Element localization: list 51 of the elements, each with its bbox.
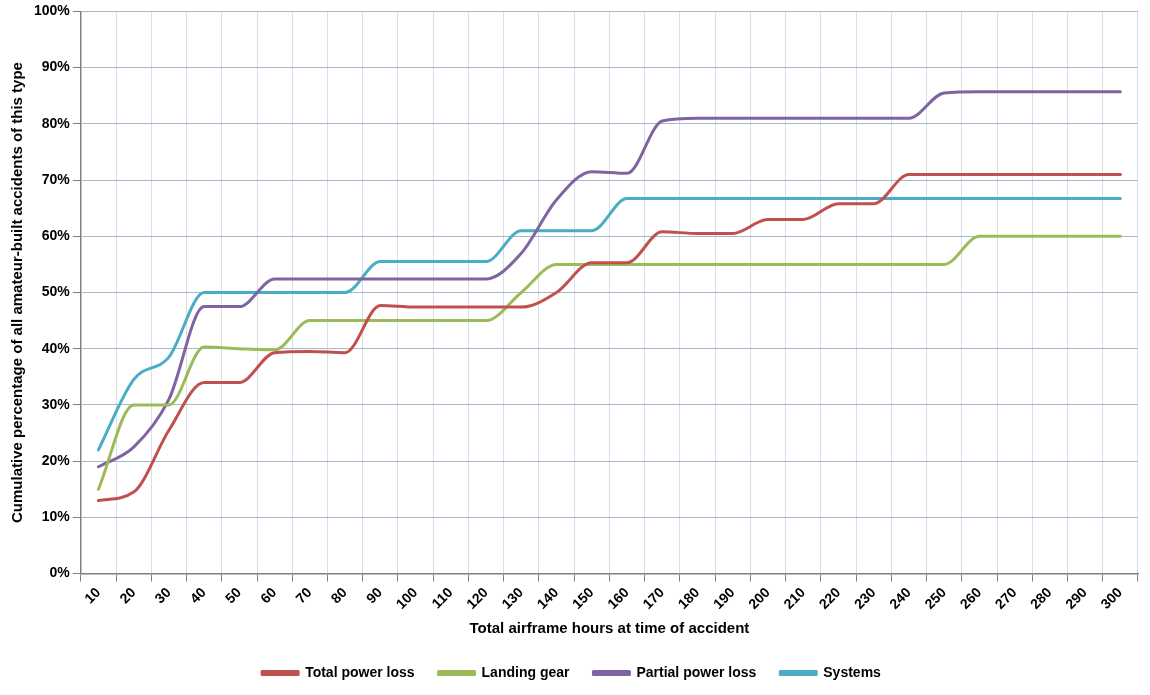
x-tick-label: 100 (392, 583, 421, 612)
x-tick-label: 300 (1097, 583, 1126, 612)
x-tick-label: 170 (639, 583, 668, 612)
x-tick-label: 200 (745, 583, 773, 612)
x-tick-label: 190 (709, 583, 738, 612)
legend-label: Total power loss (305, 663, 415, 680)
y-tick-label: 10% (41, 508, 71, 525)
x-tick-label: 40 (186, 583, 210, 607)
x-tick-label: 110 (428, 583, 456, 612)
x-tick-label: 250 (921, 583, 950, 612)
line-series (96, 90, 1122, 469)
y-tick-label: 50% (41, 283, 71, 300)
x-tick-label: 230 (850, 583, 879, 612)
x-tick-label: 10 (80, 583, 104, 607)
x-tick-label: 130 (498, 583, 527, 612)
x-tick-label: 120 (463, 583, 492, 612)
x-tick-label: 290 (1062, 583, 1091, 612)
y-tick-label: 80% (41, 114, 71, 131)
y-tick-label: 30% (41, 395, 71, 412)
y-tick-label: 100% (33, 2, 71, 19)
y-tick-label: 20% (41, 452, 71, 469)
legend-label: Systems (823, 663, 882, 680)
x-tick-label: 270 (991, 583, 1020, 612)
x-tick-label: 80 (327, 583, 351, 607)
x-tick-label: 90 (362, 583, 386, 607)
x-tick-label: 20 (116, 583, 139, 607)
legend-label: Landing gear (481, 663, 570, 680)
x-tick-label: 210 (780, 583, 809, 612)
x-tick-label: 30 (151, 583, 174, 607)
line-series (96, 197, 1122, 452)
y-tick-label: 60% (41, 227, 71, 244)
x-tick-label: 280 (1026, 583, 1055, 612)
x-tick-label: 160 (604, 583, 633, 612)
legend-label: Partial power loss (636, 663, 757, 680)
y-tick-label: 70% (41, 170, 71, 187)
y-tick-label: 90% (41, 58, 71, 75)
x-tick-label: 50 (221, 583, 245, 607)
x-tick-label: 140 (533, 583, 562, 612)
x-tick-label: 180 (674, 583, 703, 612)
y-tick-label: 40% (41, 339, 71, 356)
line-series (96, 172, 1122, 503)
line-series (96, 234, 1122, 491)
x-tick-label: 240 (885, 583, 914, 612)
y-axis-title: Cumulative percentage of all amateur-built accidents of this type (8, 62, 26, 523)
x-tick-label: 60 (257, 583, 280, 607)
y-tick-label: 0% (49, 564, 71, 581)
x-axis-title: Total airframe hours at time of accident (469, 619, 750, 637)
x-tick-label: 150 (568, 583, 597, 612)
x-tick-label: 70 (292, 583, 315, 607)
x-tick-label: 220 (815, 583, 844, 612)
x-tick-label: 260 (956, 583, 985, 612)
